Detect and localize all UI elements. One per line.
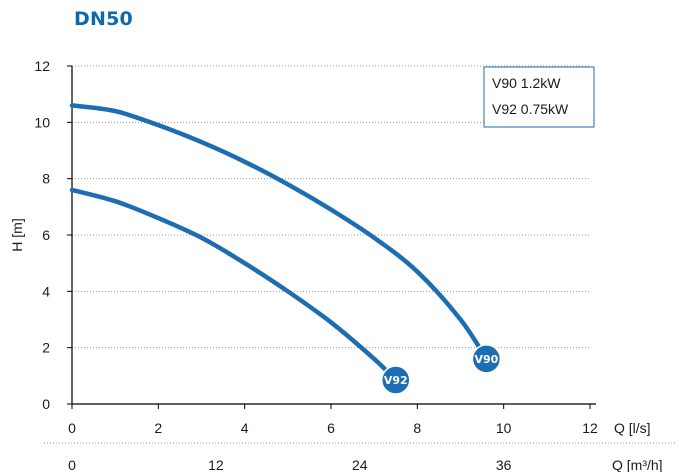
secondary-x-tick-label: 24: [352, 457, 368, 472]
secondary-x-tick-label: 36: [496, 457, 512, 472]
y-tick-label: 0: [42, 396, 50, 412]
x-tick-label: 0: [68, 420, 76, 436]
x-tick-label: 2: [154, 420, 162, 436]
axes: [44, 65, 676, 444]
secondary-x-tick-label: 0: [68, 457, 76, 472]
x-axis-label: Q [l/s]: [614, 420, 651, 436]
x-tick-label: 12: [582, 420, 598, 436]
y-tick-label: 8: [42, 171, 50, 187]
series-group: V90 V92: [69, 103, 502, 395]
chart-title: DN50: [74, 8, 133, 30]
y-axis-label: H [m]: [9, 218, 25, 251]
secondary-x-tick-label: 12: [208, 457, 224, 472]
y-tick-label: 10: [34, 114, 50, 130]
x-tick-label: 10: [496, 420, 512, 436]
legend-entry-v92: V92 0.75kW: [492, 101, 569, 117]
x-tick-label: 6: [327, 420, 335, 436]
secondary-x-axis-label: Q [m³/h]: [612, 457, 663, 472]
y-tick-label: 12: [34, 58, 50, 74]
y-tick-label: 2: [42, 340, 50, 356]
legend: V90 1.2kW V92 0.75kW: [483, 66, 595, 128]
x-tick-label: 8: [413, 420, 421, 436]
x-tick-label: 4: [241, 420, 249, 436]
y-tick-label: 6: [42, 227, 50, 243]
legend-entry-v90: V90 1.2kW: [492, 75, 561, 91]
series-line-v90: [69, 103, 489, 362]
series-badge-label-v90: V90: [474, 353, 498, 366]
y-tick-label: 4: [42, 283, 50, 299]
series-line-v92: [69, 187, 399, 383]
legend-box: [483, 66, 595, 128]
series-end-badge-v92: [381, 365, 411, 395]
series-end-badge-v90: [471, 344, 502, 374]
series-badge-label-v92: V92: [384, 374, 408, 387]
grid-lines: [72, 65, 590, 349]
